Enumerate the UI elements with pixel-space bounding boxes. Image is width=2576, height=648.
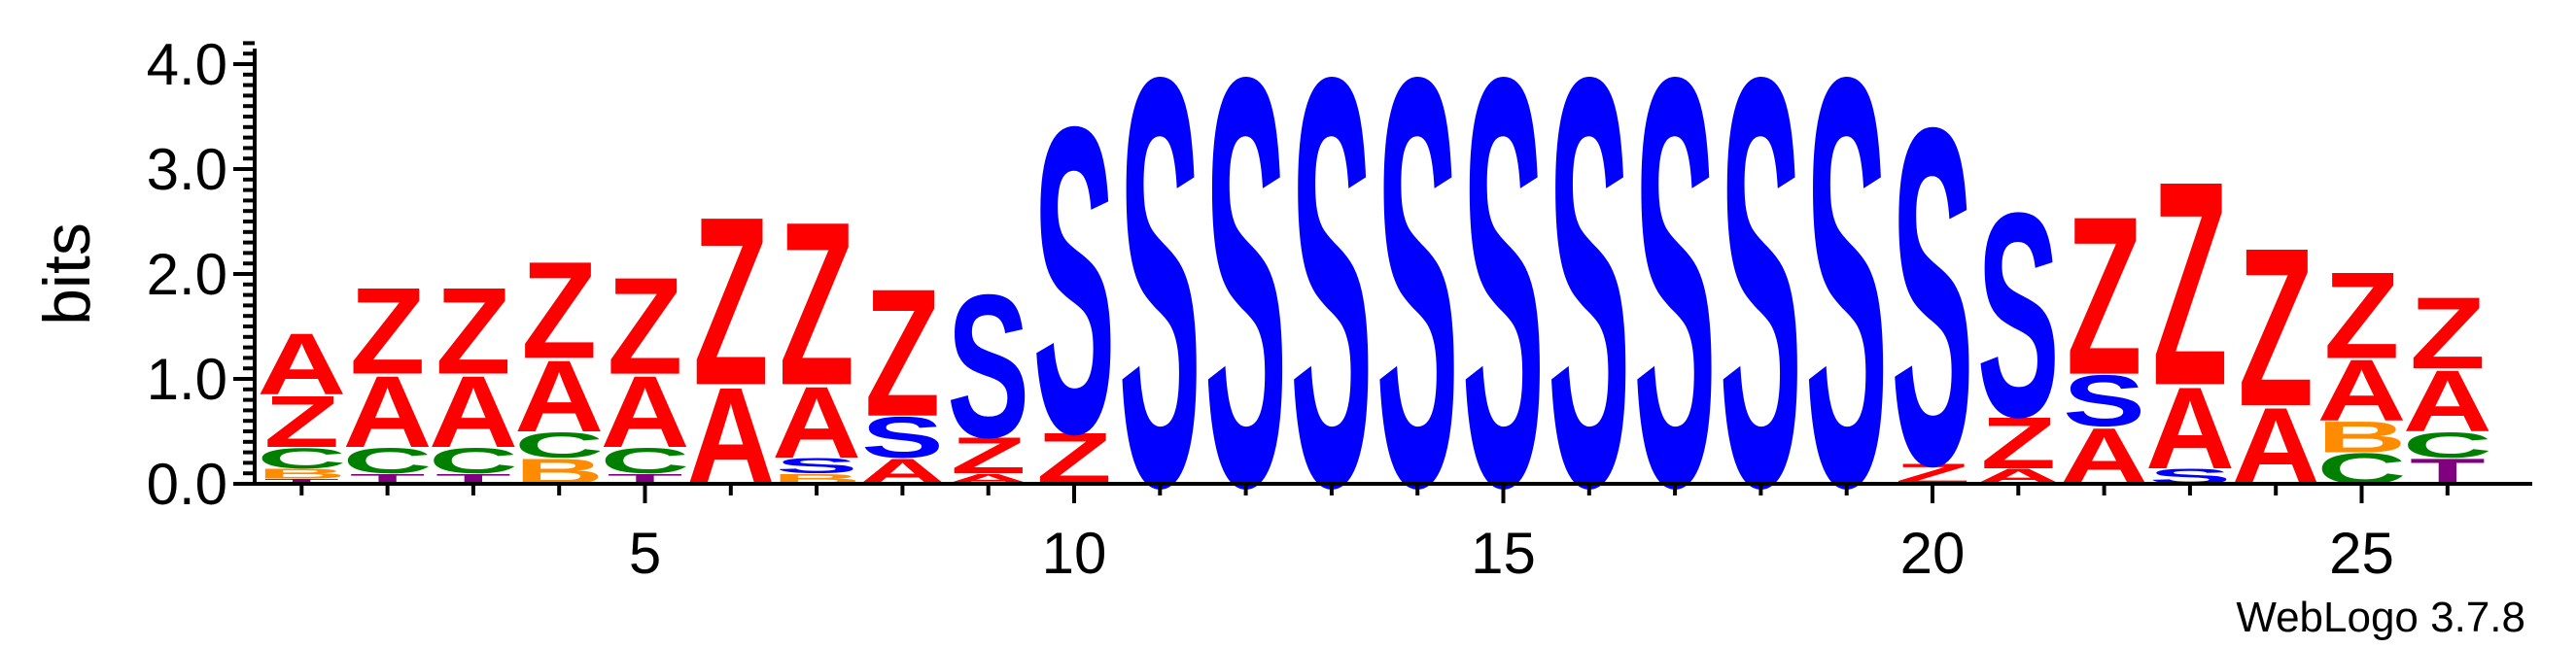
glyph-A-pos-3: A bbox=[429, 355, 518, 469]
glyph-A-pos-5: A bbox=[601, 355, 690, 469]
glyph-Z-pos-5: Z bbox=[608, 249, 683, 403]
glyph-S-pos-18: S bbox=[1720, 0, 1802, 607]
glyph-Z-pos-6: Z bbox=[693, 167, 769, 436]
glyph-C-pos-2: C bbox=[343, 440, 433, 481]
glyph-Z-pos-26: Z bbox=[2410, 276, 2486, 391]
glyph-Z-pos-1: Z bbox=[263, 382, 339, 463]
y-axis-label: bits bbox=[30, 222, 104, 325]
glyph-S-pos-22: S bbox=[2063, 360, 2145, 442]
glyph-Z-pos-7: Z bbox=[779, 173, 854, 434]
glyph-C-pos-26: C bbox=[2403, 425, 2492, 465]
glyph-Z-pos-9: Z bbox=[951, 427, 1027, 485]
glyph-S-pos-20: S bbox=[1892, 28, 1974, 565]
glyph-S-pos-12: S bbox=[1204, 0, 1287, 607]
glyph-Z-pos-8: Z bbox=[865, 251, 941, 454]
x-tick-label: 15 bbox=[1471, 521, 1536, 586]
y-tick-label: 0.0 bbox=[147, 452, 227, 517]
glyph-S-pos-19: S bbox=[1805, 0, 1888, 607]
weblogo-credit: WebLogo 3.7.8 bbox=[2236, 594, 2525, 641]
glyph-S-pos-8: S bbox=[861, 405, 944, 470]
glyph-S-pos-7: S bbox=[776, 454, 858, 478]
glyph-S-pos-11: S bbox=[1119, 0, 1201, 607]
glyph-S-pos-17: S bbox=[1634, 0, 1717, 607]
glyph-A-pos-7: A bbox=[772, 365, 861, 480]
glyph-C-pos-3: C bbox=[429, 440, 518, 481]
glyph-S-pos-16: S bbox=[1548, 0, 1630, 607]
x-tick-label: 25 bbox=[2329, 521, 2394, 586]
glyph-S-pos-9: S bbox=[947, 253, 1029, 481]
x-tick-label: 20 bbox=[1900, 521, 1966, 586]
glyph-Z-pos-22: Z bbox=[2067, 169, 2142, 423]
glyph-A-pos-23: A bbox=[2145, 363, 2235, 494]
y-tick-label: 4.0 bbox=[147, 32, 227, 97]
y-tick-label: 3.0 bbox=[147, 137, 227, 202]
y-tick-label: 2.0 bbox=[147, 242, 227, 307]
glyph-C-pos-1: C bbox=[257, 442, 346, 475]
axis-layer: 0.0 1.0 2.0 3.0 4.0 5 10 15 20 25 bbox=[147, 32, 2532, 586]
glyph-S-pos-13: S bbox=[1290, 0, 1373, 607]
glyph-A-pos-2: A bbox=[343, 355, 433, 469]
glyph-B-pos-1: B bbox=[257, 465, 346, 482]
glyph-T-pos-1: T bbox=[263, 477, 339, 485]
glyph-Z-pos-2: Z bbox=[350, 261, 426, 399]
glyph-A-pos-25: A bbox=[2317, 342, 2407, 439]
glyph-Z-pos-4: Z bbox=[521, 233, 597, 388]
glyph-A-pos-4: A bbox=[514, 339, 604, 454]
y-tick-label: 1.0 bbox=[147, 347, 227, 412]
glyph-S-pos-10: S bbox=[1033, 37, 1116, 525]
glyph-C-pos-5: C bbox=[601, 440, 690, 481]
glyph-C-pos-4: C bbox=[514, 425, 604, 465]
glyph-Z-pos-21: Z bbox=[1980, 402, 2056, 484]
glyph-S-pos-14: S bbox=[1376, 0, 1459, 607]
glyph-Z-pos-24: Z bbox=[2238, 200, 2314, 454]
glyph-S-pos-21: S bbox=[1977, 152, 2060, 478]
glyph-Z-pos-25: Z bbox=[2324, 246, 2400, 384]
glyph-Z-pos-23: Z bbox=[2152, 119, 2228, 446]
glyph-Z-pos-3: Z bbox=[435, 261, 511, 399]
x-tick-label: 10 bbox=[1042, 521, 1107, 586]
glyph-A-pos-1: A bbox=[257, 316, 346, 413]
glyph-B-pos-25: B bbox=[2317, 414, 2407, 462]
glyph-A-pos-26: A bbox=[2403, 353, 2492, 450]
glyph-S-pos-15: S bbox=[1462, 0, 1545, 607]
x-tick-label: 5 bbox=[629, 521, 661, 586]
